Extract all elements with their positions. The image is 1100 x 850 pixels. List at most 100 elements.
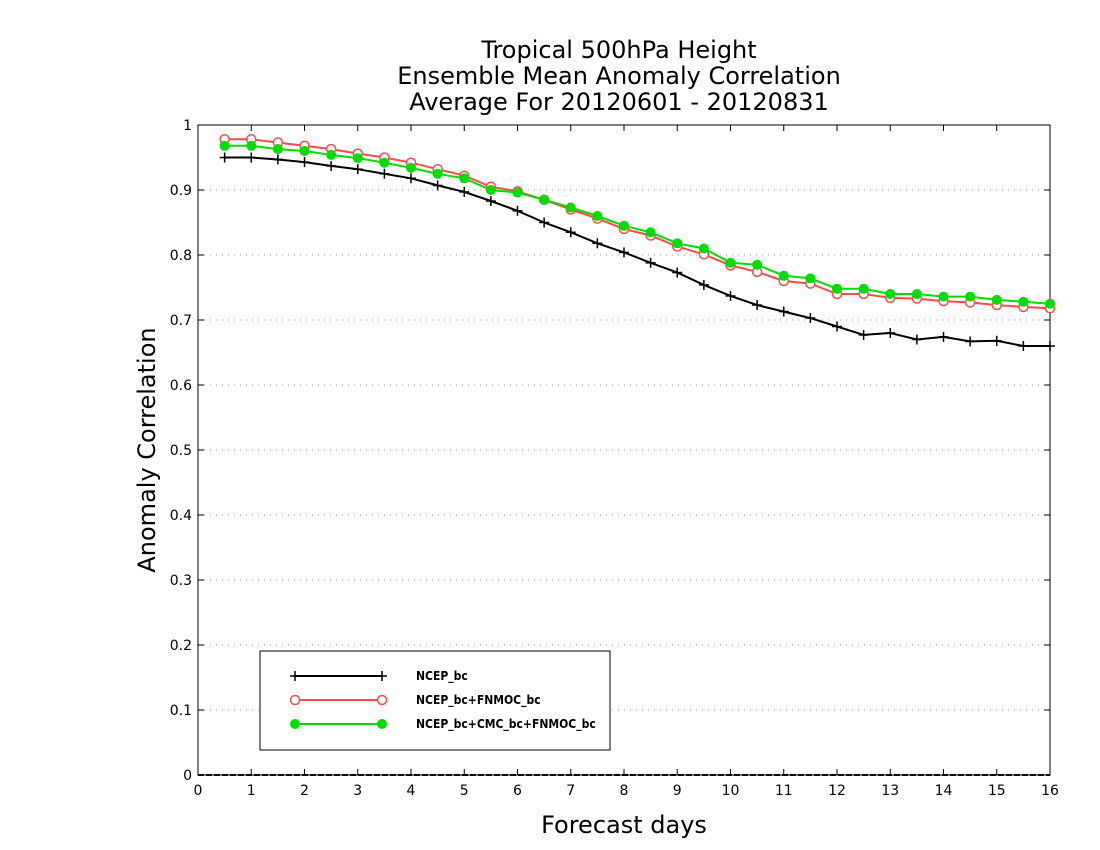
legend-marker-start-1 xyxy=(289,694,301,706)
x-tick-label-1: 1 xyxy=(247,783,256,799)
legend-marker-end-0 xyxy=(377,671,387,681)
x-tick-label-10: 10 xyxy=(722,783,740,799)
series-2-point-19 xyxy=(725,257,736,268)
y-tick-label-2: 0.2 xyxy=(170,638,192,654)
chart-title-line-2: Ensemble Mean Anomaly Correlation xyxy=(397,62,841,90)
series-2-point-17 xyxy=(672,238,683,249)
series-2-point-16 xyxy=(645,227,656,238)
x-tick-label-5: 5 xyxy=(460,783,469,799)
y-tick-labels: 0 0.1 0.2 0.3 0.4 0.5 0.6 0.7 0.8 0.9 1 xyxy=(170,118,192,784)
series-0-point-6 xyxy=(379,168,390,179)
y-tick-label-9: 0.9 xyxy=(170,183,192,199)
series-2-point-4 xyxy=(326,149,337,160)
x-tick-label-0: 0 xyxy=(194,783,203,799)
series-0-point-30 xyxy=(1018,341,1029,351)
series-0-point-29 xyxy=(991,335,1002,346)
series-2-point-5 xyxy=(352,153,363,164)
series-0-point-17 xyxy=(672,267,683,278)
x-tick-label-3: 3 xyxy=(353,783,362,799)
x-tick-label-4: 4 xyxy=(407,783,416,799)
x-tick-label-16: 16 xyxy=(1041,783,1059,799)
series-2-point-20 xyxy=(752,259,763,270)
series-0-point-27 xyxy=(938,331,949,342)
y-tick-label-4: 0.4 xyxy=(170,508,192,524)
x-tick-label-8: 8 xyxy=(620,783,629,799)
legend-label-2: NCEP_bc+CMC_bc+FNMOC_bc xyxy=(416,717,596,732)
legend-marker-start-2 xyxy=(290,719,300,729)
y-tick-label-10: 1 xyxy=(183,118,192,134)
series-0-point-14 xyxy=(592,238,603,249)
legend: NCEP_bc NCEP_bc+FNMOC_bc NCEP_bc+CMC_bc+FN… xyxy=(259,650,611,751)
series-2-point-30 xyxy=(1018,296,1029,307)
series-2-point-18 xyxy=(698,243,709,254)
series-2-point-0 xyxy=(219,140,230,151)
series-0-point-8 xyxy=(432,180,443,191)
legend-marker-end-2 xyxy=(377,719,387,729)
series-2-point-27 xyxy=(938,291,949,302)
series-2-point-26 xyxy=(911,289,922,299)
series-0-point-20 xyxy=(752,300,763,311)
x-tick-label-11: 11 xyxy=(775,783,793,799)
series-group xyxy=(219,134,1056,351)
series-0-point-7 xyxy=(406,173,416,184)
series-2-point-23 xyxy=(832,283,842,294)
series-0 xyxy=(219,152,1055,351)
series-0-point-10 xyxy=(485,196,496,207)
series-2-point-6 xyxy=(379,157,390,168)
series-2-point-11 xyxy=(512,187,523,198)
series-0-point-22 xyxy=(805,313,816,324)
series-0-point-25 xyxy=(885,328,896,338)
series-0-point-24 xyxy=(858,329,869,340)
series-0-point-16 xyxy=(645,257,656,268)
series-0-point-11 xyxy=(512,205,523,216)
series-2-point-21 xyxy=(778,270,789,281)
legend-marker-start-0 xyxy=(290,671,300,681)
series-2-point-10 xyxy=(485,185,496,195)
series-0-point-13 xyxy=(565,227,576,238)
y-tick-label-7: 0.7 xyxy=(170,313,192,329)
series-2-point-29 xyxy=(991,294,1002,305)
axes xyxy=(197,124,1051,776)
legend-label-1: NCEP_bc+FNMOC_bc xyxy=(416,693,541,708)
series-1 xyxy=(219,134,1056,314)
x-tick-label-9: 9 xyxy=(673,783,682,799)
grid-lines xyxy=(198,189,1050,711)
series-0-point-1 xyxy=(246,152,257,163)
y-tick-label-8: 0.8 xyxy=(170,248,192,264)
series-2-point-2 xyxy=(272,144,283,155)
series-2-point-25 xyxy=(885,289,896,299)
series-0-point-5 xyxy=(352,164,363,175)
series-0-point-4 xyxy=(326,160,337,171)
series-2-point-12 xyxy=(539,194,550,205)
y-axis-title: Anomaly Correlation xyxy=(133,327,161,572)
x-tick-label-2: 2 xyxy=(300,783,309,799)
y-tick-label-5: 0.5 xyxy=(170,443,192,459)
series-0-point-26 xyxy=(911,334,922,345)
series-2-point-22 xyxy=(805,273,816,284)
series-2-point-15 xyxy=(619,220,629,231)
series-0-point-0 xyxy=(219,152,230,163)
x-tick-label-13: 13 xyxy=(881,783,899,799)
y-tick-label-3: 0.3 xyxy=(170,573,192,589)
series-0-point-2 xyxy=(272,154,283,165)
series-2-point-28 xyxy=(965,291,976,302)
legend-label-0: NCEP_bc xyxy=(416,669,468,684)
series-line-1 xyxy=(224,138,1051,310)
series-0-point-15 xyxy=(619,247,629,258)
series-2-point-8 xyxy=(432,168,443,179)
x-axis-title: Forecast days xyxy=(541,811,707,839)
series-0-point-31 xyxy=(1045,341,1055,351)
y-tick-label-1: 0.1 xyxy=(170,703,192,719)
series-0-point-28 xyxy=(965,336,976,347)
series-line-2 xyxy=(224,144,1051,305)
x-tick-label-12: 12 xyxy=(828,783,846,799)
series-2-point-24 xyxy=(858,283,869,294)
series-0-point-23 xyxy=(832,321,842,332)
y-tick-label-6: 0.6 xyxy=(170,378,192,394)
series-2-point-3 xyxy=(299,146,310,156)
x-tick-label-7: 7 xyxy=(566,783,575,799)
x-tick-label-6: 6 xyxy=(513,783,522,799)
y-tick-label-0: 0 xyxy=(183,768,192,784)
series-2-point-14 xyxy=(592,211,603,221)
